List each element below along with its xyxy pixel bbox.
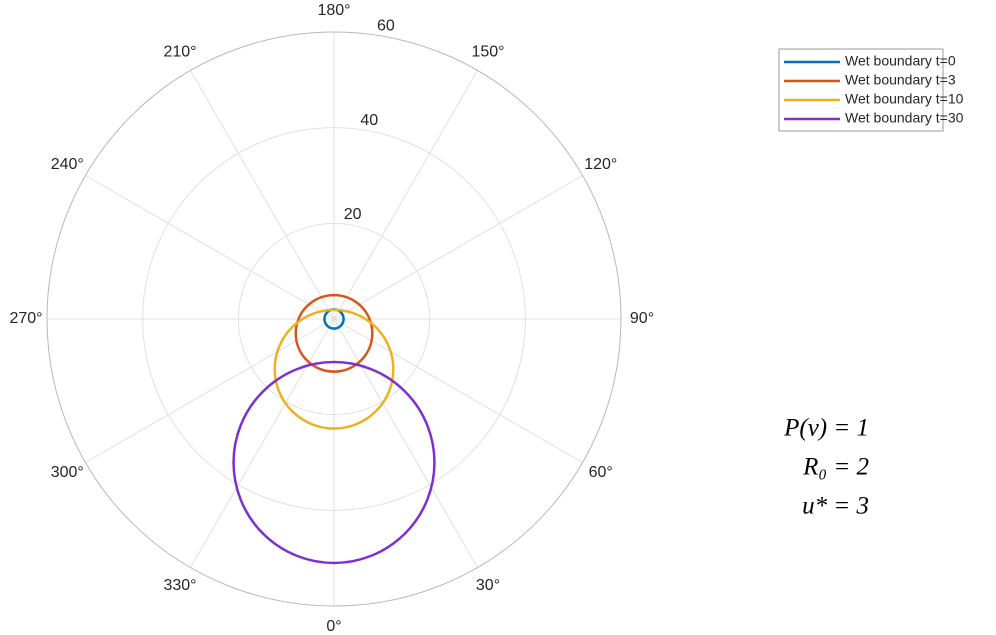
annotation: P(v) = 1: [783, 415, 869, 442]
boundary-circle: [232, 360, 436, 565]
r-grid-line: [46, 31, 622, 607]
theta-grid-line: [333, 318, 478, 568]
theta-tick-label: 240°: [51, 156, 84, 173]
legend-label: Wet boundary t=0: [845, 53, 956, 69]
theta-tick-label: 30°: [476, 577, 500, 594]
theta-tick-label: 150°: [471, 43, 504, 60]
r-tick-label: 20: [344, 206, 362, 223]
theta-grid-line: [333, 318, 583, 463]
theta-grid-line: [190, 318, 335, 568]
theta-tick-label: 300°: [51, 464, 84, 481]
legend-label: Wet boundary t=3: [845, 72, 956, 88]
theta-grid-line: [85, 318, 335, 463]
theta-tick-label: 90°: [630, 310, 654, 327]
theta-grid-line: [333, 70, 478, 320]
annotation: u* = 3: [802, 493, 869, 520]
legend-label: Wet boundary t=30: [845, 110, 964, 126]
r-tick-label: 40: [360, 112, 378, 129]
theta-grid-line: [333, 175, 583, 320]
theta-grid-line: [190, 70, 335, 320]
r-grid-line: [237, 222, 431, 416]
theta-tick-label: 330°: [163, 577, 196, 594]
annotation: R₀ = 2: [802, 454, 869, 481]
legend-label: Wet boundary t=10: [845, 91, 964, 107]
r-tick-label: 60: [377, 18, 395, 35]
theta-tick-label: 180°: [317, 2, 350, 19]
boundary-circle: [273, 308, 395, 430]
theta-tick-label: 210°: [163, 43, 196, 60]
boundary-circle: [294, 293, 374, 373]
theta-tick-label: 0°: [326, 618, 341, 635]
theta-tick-label: 120°: [584, 156, 617, 173]
theta-tick-label: 270°: [9, 310, 42, 327]
r-grid-line: [142, 127, 526, 511]
theta-tick-label: 60°: [589, 464, 613, 481]
theta-grid-line: [85, 175, 335, 320]
